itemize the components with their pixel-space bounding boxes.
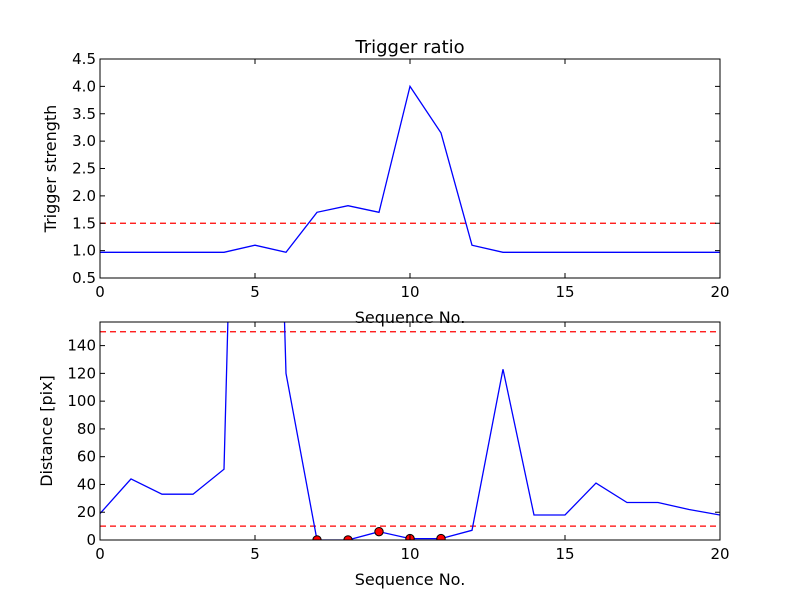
y-tick-label: 80 <box>77 420 96 438</box>
x-tick-label: 20 <box>710 283 729 301</box>
y-tick-label: 60 <box>77 448 96 466</box>
y-axis-label: Trigger strength <box>41 105 60 234</box>
trigger-ratio-subplot: Trigger ratio Trigger strength Sequence … <box>41 37 730 327</box>
data-point-marker <box>436 533 446 540</box>
y-tick-label: 3.5 <box>72 105 96 123</box>
series-layer <box>100 322 720 540</box>
y-tick-label: 3.0 <box>72 132 96 150</box>
series-layer <box>100 84 720 254</box>
y-tick-label: 0.5 <box>72 269 96 287</box>
y-tick-label: 140 <box>67 337 96 355</box>
x-tick-label: 5 <box>250 545 260 563</box>
plot-frame <box>99 58 721 279</box>
x-tick-label: 15 <box>555 283 574 301</box>
y-tick-label: 2.5 <box>72 160 96 178</box>
x-axis-label: Sequence No. <box>355 570 466 589</box>
series-line <box>100 322 720 540</box>
x-tick-label: 10 <box>400 545 419 563</box>
chart-title: Trigger ratio <box>354 37 464 58</box>
x-tick-label: 10 <box>400 283 419 301</box>
x-tick-label: 5 <box>250 283 260 301</box>
y-tick-label: 4.5 <box>72 50 96 68</box>
distance-subplot: Distance [pix] Sequence No. 0 5 10 15 20 0 20 4… <box>37 321 730 589</box>
tick-layer: 0 5 10 15 20 0.5 1.0 1.5 2.0 2.5 3.0 3.5 4.0 4.5 <box>72 50 729 301</box>
series-line <box>100 84 720 254</box>
y-tick-label: 1.0 <box>72 242 96 260</box>
y-tick-label: 1.5 <box>72 214 96 232</box>
x-tick-label: 20 <box>710 545 729 563</box>
plot-frame <box>99 321 721 541</box>
y-tick-label: 40 <box>77 475 96 493</box>
y-tick-label: 20 <box>77 503 96 521</box>
y-tick-label: 4.0 <box>72 77 96 95</box>
data-point-marker <box>374 526 384 537</box>
tick-layer: 0 5 10 15 20 0 20 40 60 80 100 120 140 <box>67 322 730 563</box>
x-tick-label: 0 <box>95 545 105 563</box>
y-tick-label: 100 <box>67 392 96 410</box>
y-axis-label: Distance [pix] <box>37 375 56 487</box>
x-tick-label: 0 <box>95 283 105 301</box>
y-tick-label: 0 <box>86 531 96 549</box>
y-tick-label: 2.0 <box>72 187 96 205</box>
y-tick-label: 120 <box>67 364 96 382</box>
x-tick-label: 15 <box>555 545 574 563</box>
